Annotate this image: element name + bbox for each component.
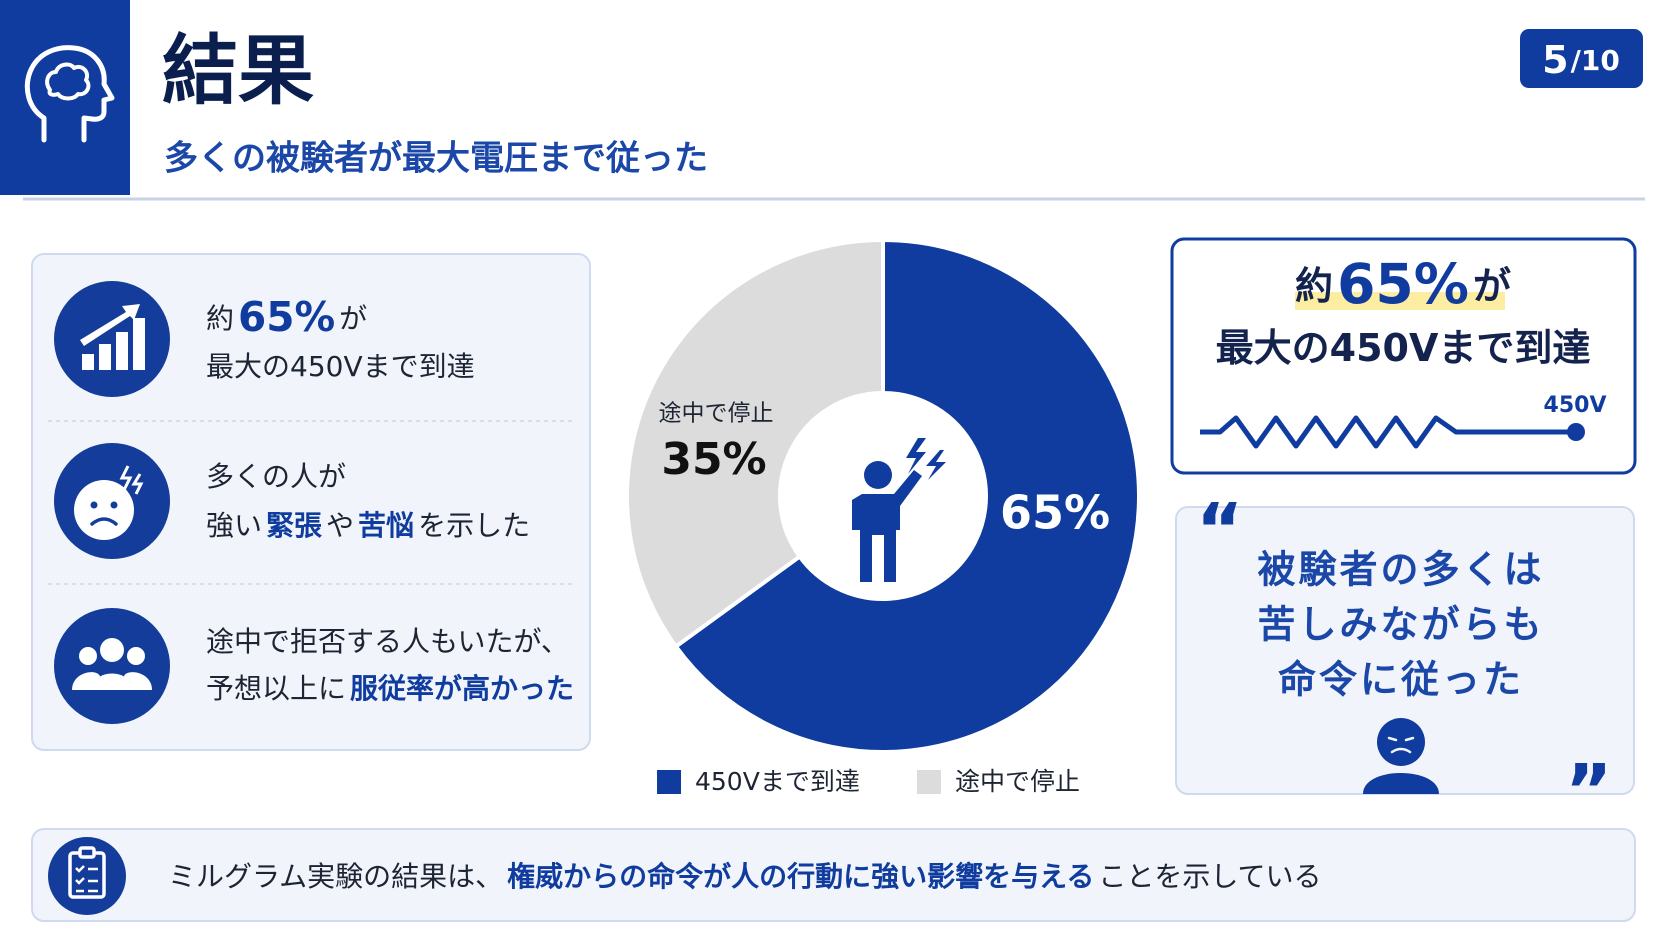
data-label: 35% [661, 434, 766, 485]
text-segment: 65% [238, 293, 335, 341]
conclusion-text: ミルグラム実験の結果は、 権威からの命令が人の行動に強い影響を与える ことを示してい… [168, 860, 1322, 893]
points-card [31, 253, 591, 751]
legend-label: 450Vまで到達 [695, 767, 860, 796]
page-total: /10 [1571, 44, 1620, 77]
point-text: 約65% が [206, 293, 367, 341]
page-number: 5/10 [1542, 38, 1620, 82]
sad-person-icon [1363, 718, 1439, 794]
group-icon [72, 638, 152, 690]
text-segment: 約 [1295, 264, 1333, 308]
title: 結果 [162, 26, 314, 115]
close-quote: ” [1565, 749, 1612, 833]
open-quote: “ [1196, 488, 1243, 572]
text-segment: 苦悩 [358, 509, 414, 542]
legend-swatch [657, 770, 681, 794]
page-current: 5 [1542, 38, 1568, 82]
text-segment: 最大の450Vまで到達 [206, 350, 475, 383]
data-label: 65% [1000, 486, 1110, 540]
icon-circle [54, 608, 170, 724]
brain-head-icon [24, 45, 115, 143]
highlight-text: 最大の450Vまで到達 [1216, 326, 1591, 370]
point-text: 多くの人が [206, 460, 346, 493]
quote-text: 苦しみながらも [1257, 603, 1544, 647]
stress-icon [74, 465, 144, 540]
clipboard-icon [68, 846, 106, 899]
point-text: 予想以上に 服従率が高かった [206, 672, 574, 705]
highlight-text: 約65% が [1295, 252, 1511, 316]
legend-label: 途中で停止 [955, 767, 1080, 796]
page-badge [1520, 29, 1643, 88]
text-segment: 約 [206, 302, 234, 335]
pie-slice [673, 237, 1141, 754]
point-text: 強い 緊張や苦悩 を示した [206, 509, 530, 542]
text-segment: 緊張 [266, 509, 322, 542]
text-segment: が [339, 302, 367, 335]
text-segment: 服従率が高かった [350, 672, 574, 705]
point-text: 最大の450Vまで到達 [206, 350, 475, 383]
text-segment: 最大の450Vまで到達 [1216, 326, 1591, 370]
subtitle: 多くの被験者が最大電圧まで従った [164, 139, 708, 179]
voltage-label: 450V [1544, 393, 1607, 418]
text-segment: 予想以上に [206, 672, 346, 705]
text-segment: 強い [206, 509, 262, 542]
quote-text: 命令に従った [1278, 658, 1524, 702]
text-segment: を示した [418, 509, 530, 542]
conclusion-bar [31, 828, 1636, 922]
quote-text: 被験者の多くは [1257, 548, 1544, 592]
text-segment: 65% [1337, 252, 1469, 316]
point-text: 途中で拒否する人もいたが、 [206, 625, 569, 658]
legend-swatch [917, 770, 941, 794]
highlight-card [1170, 237, 1637, 475]
icon-circle [54, 281, 170, 397]
text-segment: 権威からの命令が人の行動に強い影響を与える [507, 860, 1094, 893]
text-segment: 途中で拒否する人もいたが、 [206, 625, 569, 658]
text-segment: ことを示している [1098, 860, 1321, 893]
text-segment: ミルグラム実験の結果は、 [168, 860, 503, 893]
pie-slice [625, 237, 885, 650]
slice-name: 途中で停止 [659, 401, 774, 427]
voltage-end [1567, 423, 1585, 441]
person-icon [852, 438, 946, 582]
icon-circle [48, 837, 126, 915]
text-segment: や [326, 509, 354, 542]
growth-icon [80, 304, 145, 370]
highlight-marker [1295, 292, 1505, 310]
voltage-line [1200, 415, 1576, 449]
text-segment: 多くの人が [206, 460, 346, 493]
text-segment: が [1473, 264, 1511, 308]
